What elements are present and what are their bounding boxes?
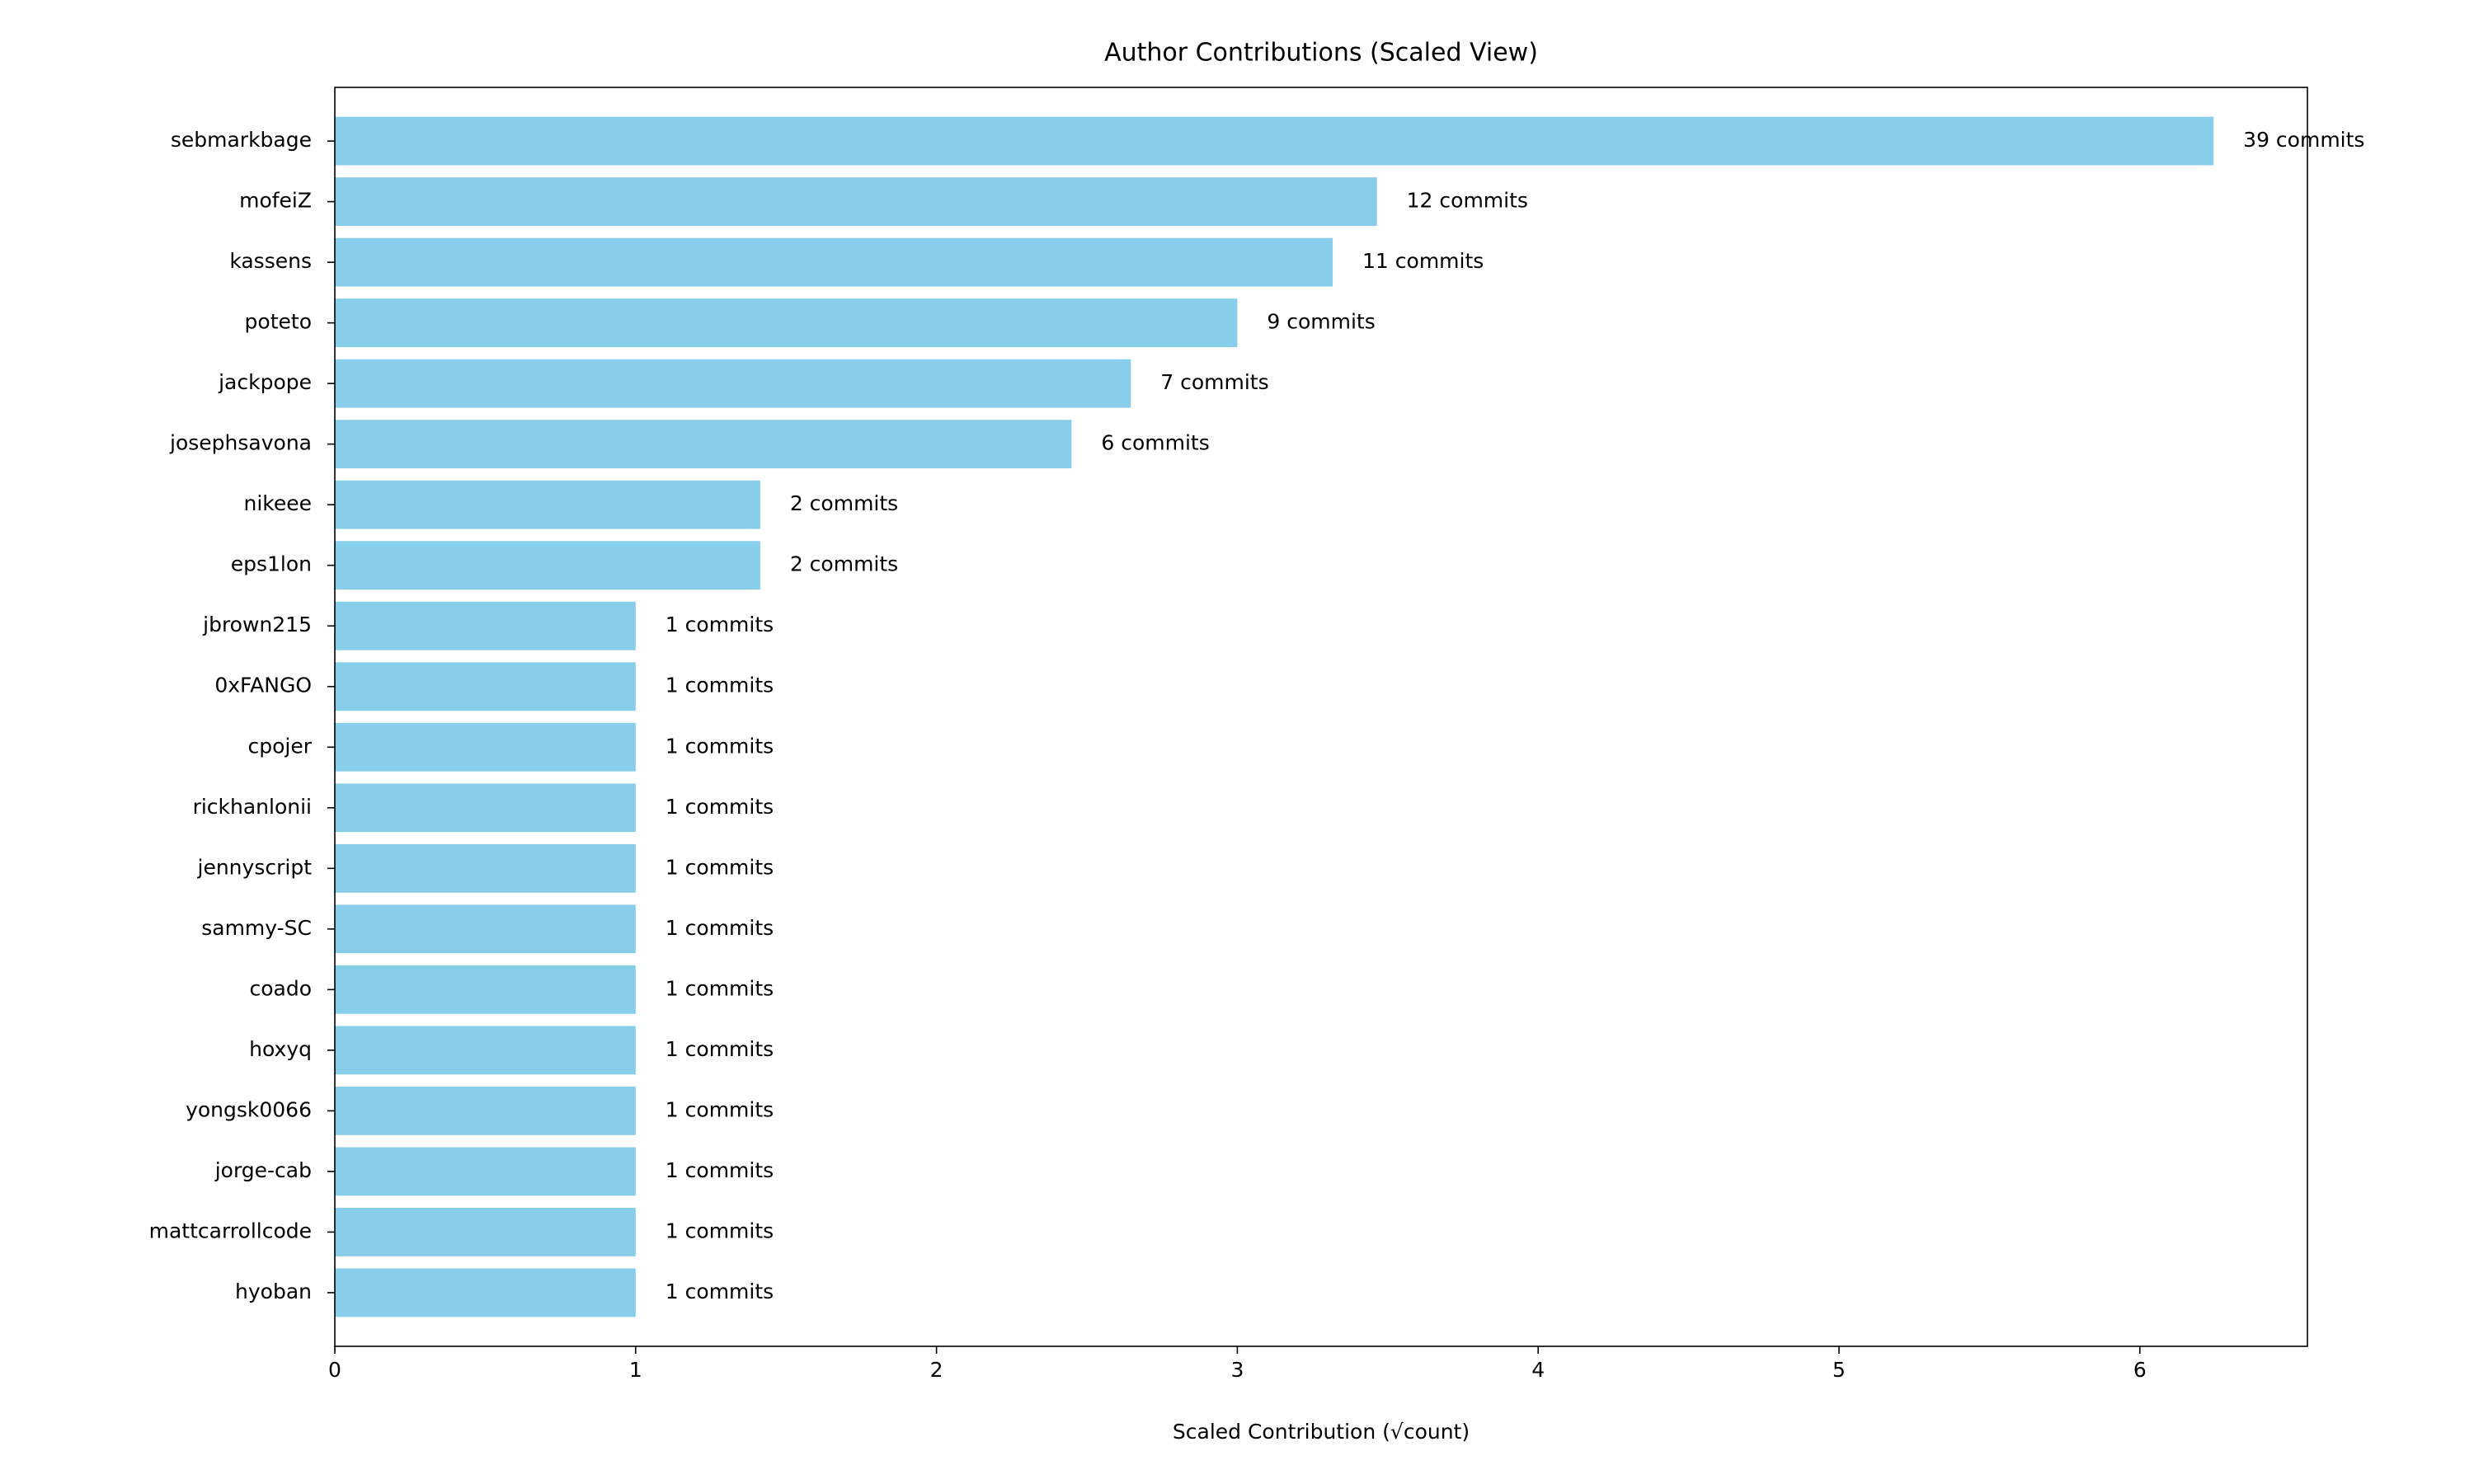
y-tick-label: josephsavona bbox=[169, 431, 312, 455]
y-tick-label: jennyscript bbox=[197, 855, 313, 879]
value-label: 1 commits bbox=[666, 1158, 774, 1182]
y-tick-label: sebmarkbage bbox=[171, 128, 312, 152]
bar bbox=[335, 601, 636, 650]
value-label: 11 commits bbox=[1362, 249, 1484, 273]
bar bbox=[335, 1086, 636, 1135]
x-tick-label: 6 bbox=[2133, 1358, 2147, 1382]
value-label: 39 commits bbox=[2243, 128, 2364, 152]
y-tick-label: eps1lon bbox=[231, 552, 312, 576]
value-label: 1 commits bbox=[666, 1097, 774, 1121]
bar bbox=[335, 359, 1131, 408]
y-tick-label: mofeiZ bbox=[239, 189, 312, 213]
bar bbox=[335, 904, 636, 954]
y-tick-label: sammy-SC bbox=[201, 916, 312, 940]
bar bbox=[335, 420, 1072, 469]
x-axis-label: Scaled Contribution (√count) bbox=[1173, 1420, 1470, 1444]
value-label: 2 commits bbox=[790, 552, 898, 576]
y-tick-label: 0xFANGO bbox=[214, 674, 312, 697]
value-label: 1 commits bbox=[666, 1037, 774, 1061]
bar bbox=[335, 783, 636, 833]
y-tick-label: hoxyq bbox=[249, 1037, 312, 1061]
value-label: 1 commits bbox=[666, 976, 774, 1000]
bar bbox=[335, 662, 636, 711]
bar bbox=[335, 965, 636, 1014]
bar bbox=[335, 541, 760, 590]
y-tick-label: jbrown215 bbox=[202, 613, 312, 636]
plot-frame bbox=[334, 87, 2308, 1347]
value-label: 7 commits bbox=[1160, 370, 1268, 394]
x-tick-label: 3 bbox=[1230, 1358, 1244, 1382]
bar bbox=[335, 1026, 636, 1075]
value-label: 1 commits bbox=[666, 613, 774, 636]
y-tick-label: jackpope bbox=[218, 370, 312, 394]
value-label: 1 commits bbox=[666, 855, 774, 879]
bar bbox=[335, 116, 2214, 166]
y-tick-label: coado bbox=[249, 976, 312, 1000]
x-tick-label: 2 bbox=[930, 1358, 943, 1382]
bar bbox=[335, 1147, 636, 1196]
bar bbox=[335, 1208, 636, 1256]
y-tick-label: cpojer bbox=[247, 734, 312, 758]
value-label: 1 commits bbox=[666, 674, 774, 697]
bar bbox=[335, 298, 1238, 348]
value-label: 2 commits bbox=[790, 491, 898, 515]
value-label: 6 commits bbox=[1101, 431, 1209, 455]
y-tick-label: rickhanlonii bbox=[193, 795, 312, 819]
bar bbox=[335, 177, 1377, 226]
x-tick-label: 4 bbox=[1531, 1358, 1545, 1382]
bar bbox=[335, 237, 1333, 287]
y-tick-label: yongsk0066 bbox=[186, 1097, 312, 1121]
value-label: 12 commits bbox=[1407, 189, 1528, 213]
y-tick-label: poteto bbox=[245, 310, 312, 334]
value-label: 9 commits bbox=[1267, 310, 1375, 334]
y-tick-label: hyoban bbox=[235, 1280, 312, 1303]
chart-title: Author Contributions (Scaled View) bbox=[1104, 39, 1538, 68]
y-tick-label: jorge-cab bbox=[214, 1158, 312, 1182]
y-tick-label: mattcarrollcode bbox=[149, 1219, 312, 1242]
x-tick-label: 0 bbox=[328, 1358, 341, 1382]
y-tick-label: nikeee bbox=[243, 491, 312, 515]
x-tick-label: 1 bbox=[629, 1358, 642, 1382]
bar bbox=[335, 480, 760, 529]
value-label: 1 commits bbox=[666, 916, 774, 940]
value-label: 1 commits bbox=[666, 734, 774, 758]
y-tick-label: kassens bbox=[229, 249, 312, 273]
value-label: 1 commits bbox=[666, 795, 774, 819]
bar bbox=[335, 722, 636, 772]
x-tick-label: 5 bbox=[1832, 1358, 1846, 1382]
bar bbox=[335, 1268, 636, 1317]
bar bbox=[335, 843, 636, 893]
value-label: 1 commits bbox=[666, 1219, 774, 1242]
value-label: 1 commits bbox=[666, 1280, 774, 1303]
